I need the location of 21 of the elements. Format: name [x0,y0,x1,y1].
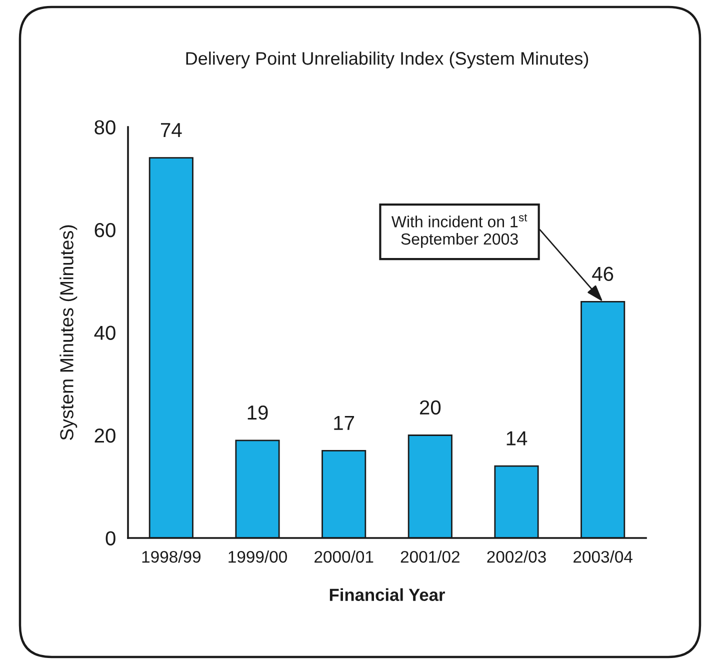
data-label: 20 [420,400,441,415]
y-tick-label: 0 [106,531,116,546]
x-tick-label: 2000/01 [314,550,374,563]
y-tick-label: 60 [94,222,116,238]
y-axis-title: System Minutes (Minutes) [60,225,78,440]
data-label: 46 [592,266,614,282]
annotation: With incident on 1$^{st}$ September 2003 [391,214,528,248]
data-label: 19 [248,405,268,420]
y-tick-label: 20 [94,428,116,443]
data-label: 17 [334,416,354,430]
chart-title: Delivery Point Unreliability Index (System Minutes) [186,52,588,68]
data-label: 74 [161,123,182,137]
x-tick-label: 2001/02 [400,550,460,563]
y-tick-label: 40 [94,326,116,340]
x-tick-label: 1999/00 [228,550,287,563]
x-tick-label: 2003/04 [574,550,632,563]
data-label: 14 [506,431,528,446]
x-tick-label: 2002/03 [487,550,546,563]
x-axis-title: Financial Year [330,588,445,602]
y-tick-label: 80 [94,120,116,134]
x-tick-label: 1998/99 [142,550,201,563]
